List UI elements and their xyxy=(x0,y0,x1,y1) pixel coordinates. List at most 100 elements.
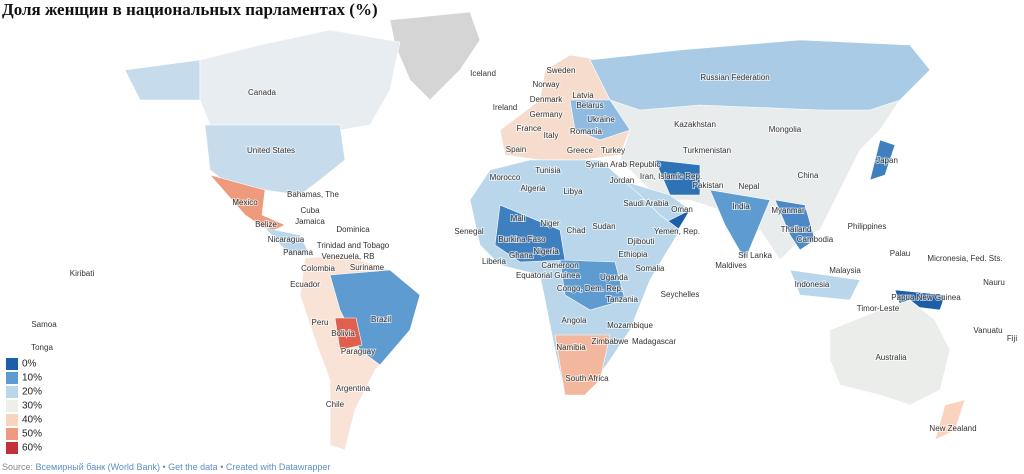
country-label: Saudi Arabia xyxy=(623,199,669,208)
country-label: Nepal xyxy=(739,182,760,191)
country-label: Jordan xyxy=(610,176,634,185)
country-label: Micronesia, Fed. Sts. xyxy=(927,254,1002,263)
russia xyxy=(589,39,931,111)
west-africa xyxy=(494,204,566,263)
country-label: Cambodia xyxy=(797,235,834,244)
separator: • xyxy=(220,462,224,472)
country-label: Nauru xyxy=(983,278,1005,287)
country-label: Fiji xyxy=(1007,334,1017,343)
country-label: Mexico xyxy=(232,198,258,207)
country-label: Chile xyxy=(326,400,345,409)
country-label: Yemen, Rep. xyxy=(654,227,700,236)
country-label: Djibouti xyxy=(628,237,655,246)
country-label: Equatorial Guinea xyxy=(516,271,581,280)
legend-label: 20% xyxy=(22,387,42,398)
new-zealand xyxy=(934,399,966,441)
legend-label: 40% xyxy=(22,415,42,426)
country-label: Tunisia xyxy=(535,166,561,175)
country-label: Sri Lanka xyxy=(738,251,772,260)
country-label: Belarus xyxy=(576,101,603,110)
country-label: France xyxy=(517,124,542,133)
country-label: Madagascar xyxy=(632,337,676,346)
country-label: Spain xyxy=(506,145,526,154)
country-label: India xyxy=(732,202,750,211)
legend-swatch xyxy=(6,372,18,384)
se-asia xyxy=(774,199,816,251)
legend-label: 30% xyxy=(22,401,42,412)
central-america xyxy=(264,227,311,256)
usa xyxy=(204,124,346,196)
japan xyxy=(869,139,896,181)
country-label: Belize xyxy=(255,220,277,229)
country-label: China xyxy=(798,171,819,180)
country-label: Sweden xyxy=(547,66,576,75)
country-label: Thailand xyxy=(781,225,812,234)
country-label: Syrian Arab Republic xyxy=(586,160,661,169)
country-label: Zimbabwe xyxy=(592,337,629,346)
country-label: Venezuela, RB xyxy=(322,252,375,261)
legend-swatch xyxy=(6,428,18,440)
country-label: Ecuador xyxy=(290,280,320,289)
legend-swatch xyxy=(6,414,18,426)
country-label: Philippines xyxy=(848,222,887,231)
country-label: Burkina Faso xyxy=(498,235,546,244)
country-label: Algeria xyxy=(521,184,546,193)
footer-link[interactable]: Get the data xyxy=(168,462,218,472)
country-label: Oman xyxy=(671,205,693,214)
australia xyxy=(829,299,951,406)
country-label: Mali xyxy=(511,214,526,223)
footer-link[interactable]: Всемирный банк (World Bank) xyxy=(35,462,160,472)
country-label: Cuba xyxy=(300,206,320,215)
country-label: Peru xyxy=(312,318,329,327)
country-label: Italy xyxy=(544,131,559,140)
country-label: Bolivia xyxy=(331,329,355,338)
southern-africa xyxy=(554,334,611,396)
country-label: Samoa xyxy=(31,320,57,329)
land xyxy=(124,11,966,451)
legend-swatch xyxy=(6,386,18,398)
east-europe xyxy=(569,99,631,141)
country-label: Romania xyxy=(570,127,603,136)
legend-label: 0% xyxy=(22,359,37,370)
country-label: Russian Federation xyxy=(700,73,769,82)
bolivia xyxy=(334,317,363,351)
iran xyxy=(654,159,701,196)
country-label: Senegal xyxy=(454,227,484,236)
country-label: Brazil xyxy=(371,315,391,324)
country-label: Malaysia xyxy=(829,266,861,275)
country-label: Trinidad and Tobago xyxy=(317,241,390,250)
country-label: Maldives xyxy=(715,261,747,270)
country-label: Ireland xyxy=(493,103,517,112)
country-label: Japan xyxy=(876,156,898,165)
country-label: Tonga xyxy=(31,343,53,352)
country-label: New Zealand xyxy=(929,424,976,433)
country-label: Timor-Leste xyxy=(857,304,900,313)
country-label: Ethiopia xyxy=(619,250,648,259)
country-label: Seychelles xyxy=(661,290,700,299)
indonesia xyxy=(789,269,861,301)
country-label: Argentina xyxy=(336,384,371,393)
separator: • xyxy=(162,462,166,472)
country-label: Pakistan xyxy=(693,181,724,190)
country-label: Myanmar xyxy=(771,206,805,215)
legend-swatch xyxy=(6,442,18,454)
country-label: Indonesia xyxy=(795,280,830,289)
country-label: Libya xyxy=(563,187,583,196)
country-label: South Africa xyxy=(565,374,609,383)
country-label: Morocco xyxy=(490,173,521,182)
country-label: Sudan xyxy=(592,222,615,231)
legend-swatch xyxy=(6,400,18,412)
india xyxy=(709,189,771,261)
footer-link[interactable]: Created with Datawrapper xyxy=(225,462,331,472)
country-label: Niger xyxy=(540,219,559,228)
footer: Source: Всемирный банк (World Bank) • Ge… xyxy=(2,462,330,472)
country-label: Mongolia xyxy=(769,125,802,134)
country-label: Tanzania xyxy=(606,295,639,304)
country-label: Kiribati xyxy=(70,269,95,278)
country-label: Kazakhstan xyxy=(674,120,716,129)
country-label: Jamaica xyxy=(295,217,325,226)
country-label: Palau xyxy=(890,249,910,258)
country-label: Germany xyxy=(530,110,563,119)
country-label: Colombia xyxy=(301,264,335,273)
country-label: Denmark xyxy=(530,95,563,104)
